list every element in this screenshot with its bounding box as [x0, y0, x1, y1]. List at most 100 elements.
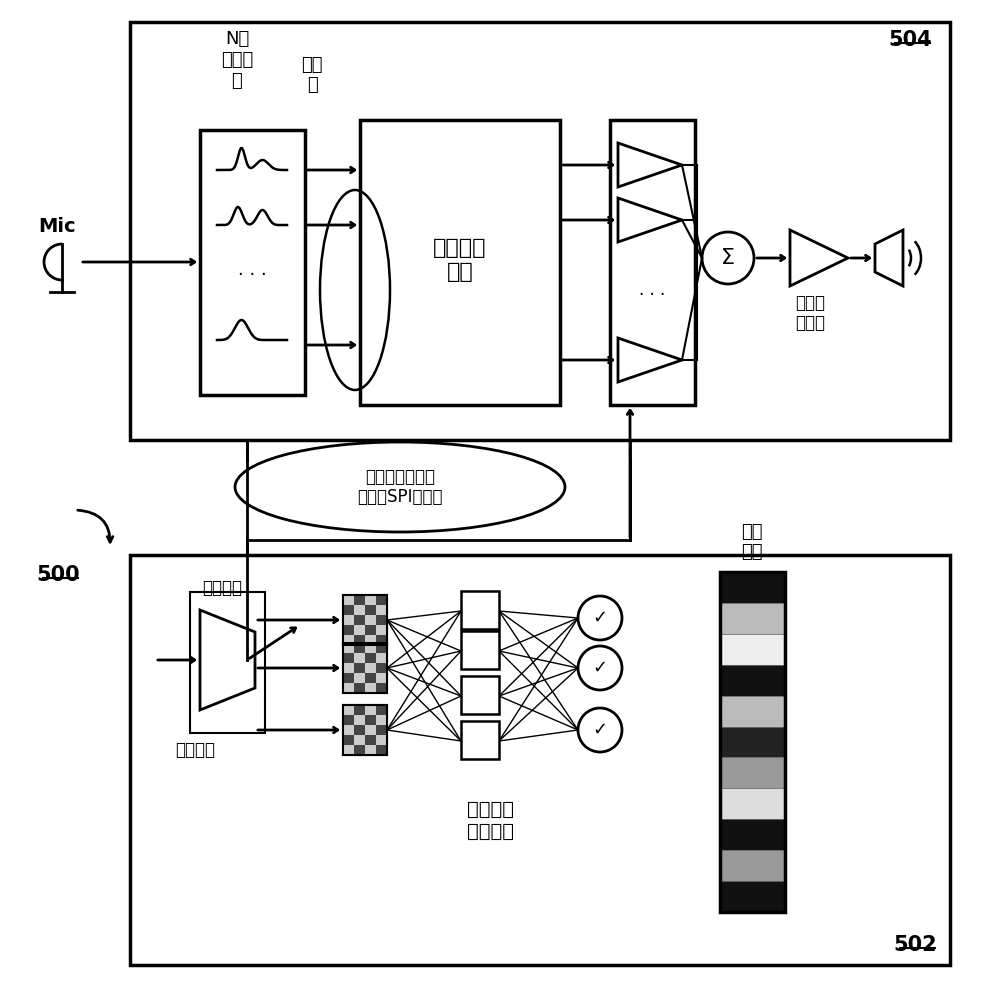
Bar: [354, 663, 365, 673]
Bar: [376, 643, 387, 653]
Bar: [376, 635, 387, 645]
Bar: [343, 663, 354, 673]
Bar: [376, 715, 387, 725]
Bar: [376, 745, 387, 755]
Bar: [720, 881, 785, 912]
Bar: [354, 745, 365, 755]
Text: N带
滤波器
组: N带 滤波器 组: [221, 30, 254, 90]
Text: 500: 500: [36, 565, 80, 585]
Bar: [376, 725, 387, 735]
Bar: [343, 625, 354, 635]
Text: Mic: Mic: [38, 218, 76, 236]
Text: 核心专有
处理: 核心专有 处理: [434, 238, 487, 282]
Bar: [365, 705, 376, 715]
Bar: [365, 625, 376, 635]
Bar: [354, 735, 365, 745]
Bar: [365, 715, 376, 725]
Bar: [376, 595, 387, 605]
Bar: [343, 635, 354, 645]
Bar: [720, 634, 785, 665]
Bar: [376, 673, 387, 683]
Bar: [343, 705, 387, 755]
Bar: [461, 631, 499, 669]
Text: 数字芯片间接口
（例如SPI总线）: 数字芯片间接口 （例如SPI总线）: [357, 468, 442, 506]
Bar: [376, 663, 387, 673]
Bar: [343, 595, 354, 605]
Bar: [376, 653, 387, 663]
Text: 扬声器
驱动器: 扬声器 驱动器: [795, 294, 825, 332]
Bar: [365, 683, 376, 693]
Bar: [343, 595, 387, 645]
Bar: [130, 22, 950, 440]
Bar: [376, 683, 387, 693]
Text: Σ: Σ: [721, 248, 735, 268]
Bar: [343, 745, 354, 755]
Bar: [461, 721, 499, 759]
Bar: [610, 120, 695, 405]
Bar: [343, 643, 354, 653]
Bar: [376, 615, 387, 625]
Bar: [365, 663, 376, 673]
Text: · · ·: · · ·: [639, 286, 665, 304]
Bar: [354, 615, 365, 625]
Text: 比率
掩模: 比率 掩模: [741, 523, 763, 561]
Bar: [130, 555, 950, 965]
Bar: [343, 673, 354, 683]
Text: 504: 504: [889, 30, 932, 50]
Text: · · ·: · · ·: [238, 266, 266, 284]
Bar: [354, 635, 365, 645]
Text: ✓: ✓: [593, 721, 607, 739]
Bar: [360, 120, 560, 405]
Bar: [365, 725, 376, 735]
Bar: [376, 735, 387, 745]
Bar: [190, 592, 265, 733]
Text: ✓: ✓: [593, 609, 607, 627]
Bar: [365, 643, 376, 653]
Bar: [461, 591, 499, 629]
Bar: [343, 643, 387, 693]
Bar: [720, 572, 785, 912]
Bar: [365, 595, 376, 605]
Bar: [343, 705, 354, 715]
Bar: [343, 595, 387, 645]
Bar: [343, 735, 354, 745]
Bar: [365, 653, 376, 663]
Bar: [343, 605, 354, 615]
Bar: [720, 757, 785, 788]
Bar: [365, 673, 376, 683]
Bar: [376, 605, 387, 615]
Bar: [200, 130, 305, 395]
Bar: [354, 683, 365, 693]
Text: 深度语音
增强网路: 深度语音 增强网路: [467, 800, 513, 840]
Bar: [354, 705, 365, 715]
Bar: [354, 605, 365, 615]
Bar: [354, 673, 365, 683]
Bar: [720, 788, 785, 819]
Bar: [343, 715, 354, 725]
Bar: [354, 715, 365, 725]
Bar: [354, 595, 365, 605]
Bar: [343, 643, 387, 693]
Bar: [720, 665, 785, 696]
Bar: [461, 676, 499, 714]
Text: 带能
级: 带能 级: [301, 56, 322, 94]
Bar: [365, 605, 376, 615]
Bar: [343, 653, 354, 663]
Bar: [365, 615, 376, 625]
Bar: [343, 615, 354, 625]
Bar: [343, 725, 354, 735]
Text: 接口电路: 接口电路: [175, 741, 215, 759]
Text: 502: 502: [894, 935, 937, 955]
Bar: [354, 725, 365, 735]
Text: 解复用器: 解复用器: [202, 579, 242, 597]
Bar: [720, 696, 785, 727]
Bar: [365, 745, 376, 755]
Bar: [720, 727, 785, 757]
Bar: [365, 735, 376, 745]
Bar: [720, 572, 785, 603]
Bar: [720, 850, 785, 881]
Bar: [720, 819, 785, 850]
Bar: [354, 653, 365, 663]
Bar: [343, 705, 387, 755]
Bar: [720, 603, 785, 634]
